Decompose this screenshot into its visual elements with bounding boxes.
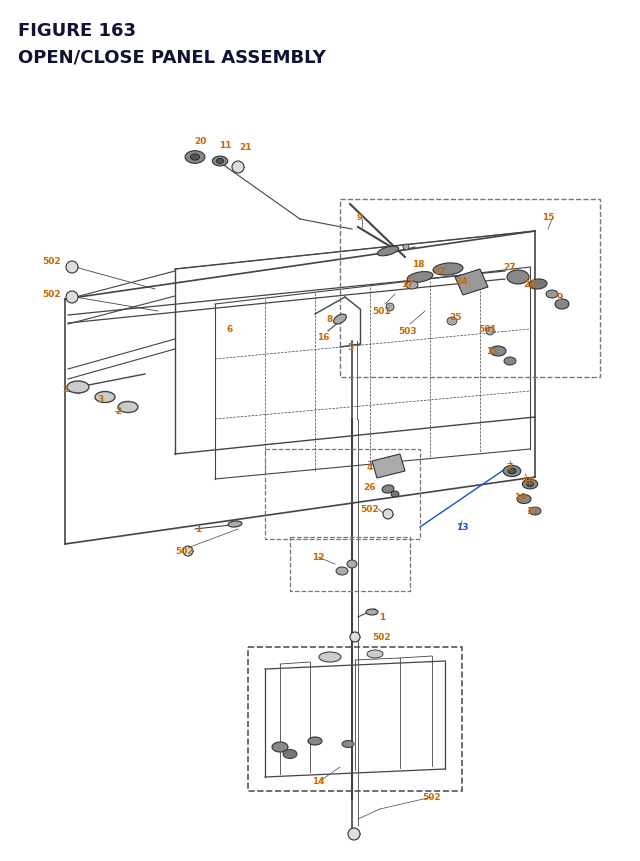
Ellipse shape (118, 402, 138, 413)
Ellipse shape (507, 270, 529, 285)
Text: OPEN/CLOSE PANEL ASSEMBLY: OPEN/CLOSE PANEL ASSEMBLY (18, 48, 326, 66)
Circle shape (66, 292, 78, 304)
Ellipse shape (433, 263, 463, 276)
Text: 502: 502 (361, 505, 380, 514)
Ellipse shape (386, 304, 394, 312)
Polygon shape (372, 455, 405, 479)
Ellipse shape (378, 247, 399, 257)
Ellipse shape (407, 272, 433, 283)
Ellipse shape (185, 152, 205, 164)
Ellipse shape (503, 466, 521, 477)
Circle shape (348, 828, 360, 840)
Text: 6: 6 (227, 325, 233, 334)
Ellipse shape (529, 280, 547, 289)
Text: 24: 24 (456, 277, 468, 286)
Ellipse shape (283, 750, 297, 759)
Ellipse shape (67, 381, 89, 393)
Ellipse shape (447, 318, 457, 325)
Text: 9: 9 (557, 293, 563, 302)
Ellipse shape (504, 357, 516, 366)
Text: 4: 4 (367, 463, 373, 472)
Text: 9: 9 (357, 214, 363, 222)
Text: 26: 26 (364, 483, 376, 492)
Ellipse shape (272, 742, 288, 753)
Polygon shape (455, 269, 488, 295)
Ellipse shape (336, 567, 348, 575)
Text: 3: 3 (97, 395, 103, 404)
Text: 501: 501 (372, 307, 391, 316)
Text: 17: 17 (401, 280, 413, 289)
Ellipse shape (508, 468, 516, 474)
Text: 2: 2 (115, 407, 121, 416)
Ellipse shape (517, 495, 531, 504)
Text: 2: 2 (62, 385, 68, 394)
Circle shape (350, 632, 360, 642)
Text: 15: 15 (541, 214, 554, 222)
Bar (290, 537, 410, 592)
Text: 503: 503 (399, 327, 417, 336)
Text: 8: 8 (327, 315, 333, 324)
Circle shape (66, 262, 78, 274)
Text: 10: 10 (522, 477, 534, 486)
Ellipse shape (490, 347, 506, 356)
Bar (265, 449, 420, 539)
Circle shape (183, 547, 193, 556)
Text: FIGURE 163: FIGURE 163 (18, 22, 136, 40)
Text: 13: 13 (456, 523, 468, 532)
Ellipse shape (212, 157, 228, 167)
Text: 23: 23 (524, 280, 536, 289)
Circle shape (232, 162, 244, 174)
Text: 12: 12 (312, 553, 324, 562)
Text: 14: 14 (312, 777, 324, 785)
Ellipse shape (342, 740, 354, 747)
Text: 11: 11 (486, 347, 499, 356)
Text: 27: 27 (504, 263, 516, 272)
Text: 502: 502 (43, 290, 61, 299)
Ellipse shape (95, 392, 115, 403)
Text: 20: 20 (194, 138, 206, 146)
Ellipse shape (347, 561, 357, 568)
Text: 502: 502 (422, 793, 442, 802)
Text: 16: 16 (317, 333, 329, 342)
Text: 502: 502 (176, 547, 195, 556)
Text: 22: 22 (434, 267, 446, 276)
Ellipse shape (366, 610, 378, 616)
Text: 7: 7 (507, 463, 513, 472)
Circle shape (383, 510, 393, 519)
Text: 501: 501 (479, 325, 497, 334)
Ellipse shape (546, 291, 558, 299)
Ellipse shape (382, 486, 394, 493)
Text: 502: 502 (43, 257, 61, 266)
Text: 25: 25 (449, 313, 461, 322)
Ellipse shape (522, 480, 538, 489)
Ellipse shape (486, 328, 494, 336)
Ellipse shape (391, 492, 399, 498)
Ellipse shape (191, 155, 200, 161)
Ellipse shape (529, 507, 541, 516)
Ellipse shape (319, 653, 341, 662)
Text: 19: 19 (514, 493, 526, 502)
Text: 21: 21 (239, 143, 252, 152)
Text: 502: 502 (372, 633, 391, 641)
Ellipse shape (308, 737, 322, 745)
Ellipse shape (406, 282, 418, 289)
Ellipse shape (403, 245, 409, 251)
Text: 1: 1 (195, 525, 201, 534)
Ellipse shape (228, 522, 242, 528)
Ellipse shape (527, 482, 534, 486)
Bar (248, 647, 462, 791)
Ellipse shape (216, 159, 223, 164)
Text: 11: 11 (219, 140, 231, 149)
Text: 5: 5 (347, 343, 353, 352)
Ellipse shape (333, 315, 346, 325)
Ellipse shape (367, 650, 383, 659)
Text: 18: 18 (412, 260, 424, 269)
Bar (340, 200, 600, 378)
Ellipse shape (555, 300, 569, 310)
Text: 1: 1 (379, 613, 385, 622)
Text: 11: 11 (525, 507, 538, 516)
